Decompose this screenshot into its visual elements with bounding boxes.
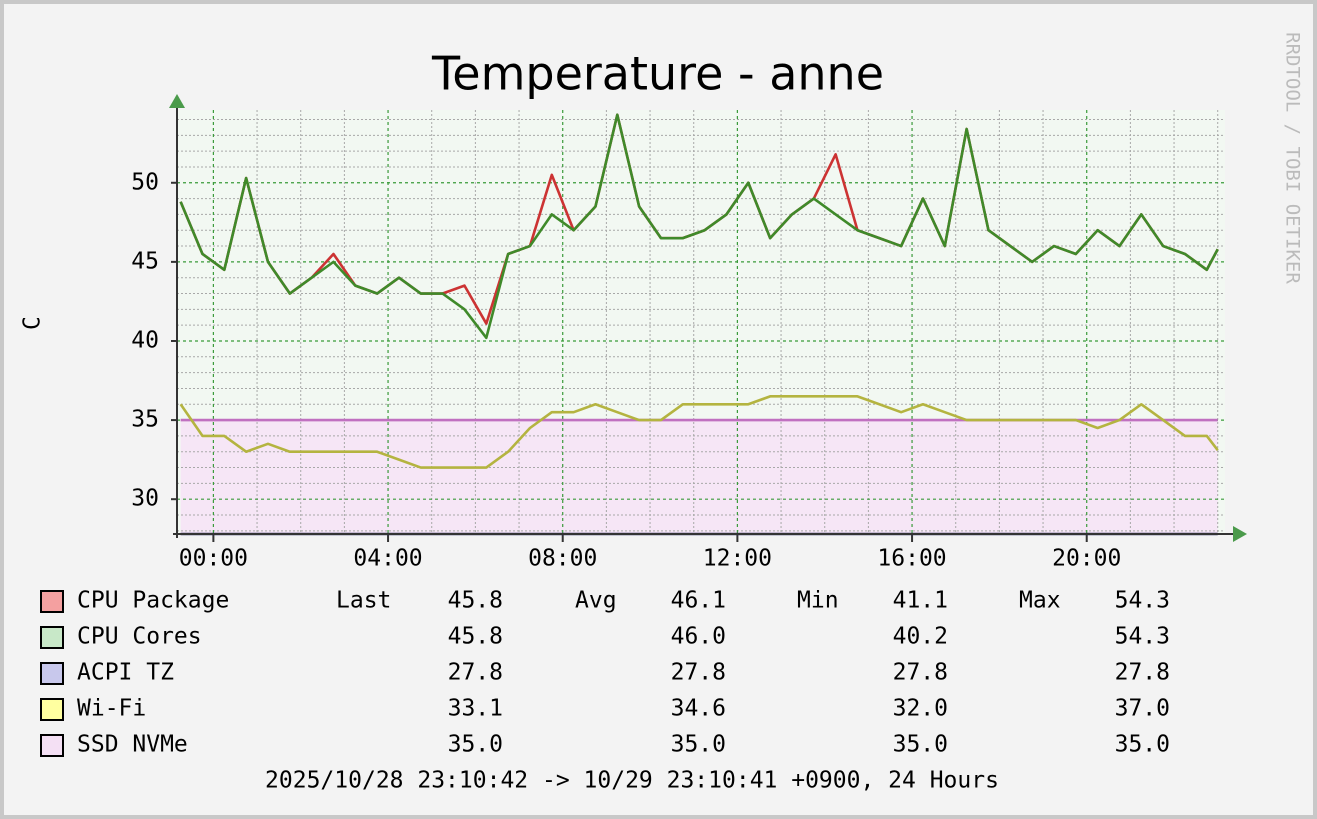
line bbox=[179, 113, 1219, 340]
stat-header: Last bbox=[336, 588, 391, 614]
stat-value: 35.0 bbox=[448, 732, 503, 758]
stat-value: 45.8 bbox=[448, 588, 503, 614]
x-tick-label: 16:00 bbox=[877, 546, 946, 572]
area bbox=[180, 420, 1218, 534]
y-axis-arrow bbox=[169, 94, 185, 108]
stat-value: 27.8 bbox=[893, 660, 948, 686]
stat-value: 33.1 bbox=[448, 696, 503, 722]
stat-value: 37.0 bbox=[1115, 696, 1170, 722]
legend-label: ACPI TZ bbox=[77, 660, 174, 686]
y-tick-label: 40 bbox=[131, 327, 159, 353]
x-axis-arrow bbox=[1233, 526, 1247, 542]
legend-swatch bbox=[40, 698, 64, 721]
x-tick-label: 08:00 bbox=[528, 546, 597, 572]
stat-value: 35.0 bbox=[1115, 732, 1170, 758]
stat-value: 41.1 bbox=[893, 588, 948, 614]
y-tick-label: 30 bbox=[131, 486, 159, 512]
x-tick-label: 04:00 bbox=[353, 546, 422, 572]
x-tick-label: 12:00 bbox=[703, 546, 772, 572]
stat-value: 32.0 bbox=[893, 696, 948, 722]
chart-title: Temperature - anne bbox=[431, 47, 884, 101]
legend-swatch bbox=[40, 626, 64, 649]
y-tick-label: 50 bbox=[131, 169, 159, 195]
y-axis-label: C bbox=[20, 316, 46, 330]
stat-value: 27.8 bbox=[1115, 660, 1170, 686]
stat-header: Min bbox=[797, 588, 839, 614]
stat-value: 27.8 bbox=[671, 660, 726, 686]
line bbox=[179, 395, 1219, 469]
stat-value: 46.1 bbox=[671, 588, 726, 614]
stat-value: 54.3 bbox=[1115, 588, 1170, 614]
stat-value: 54.3 bbox=[1115, 624, 1170, 650]
stat-value: 46.0 bbox=[671, 624, 726, 650]
stat-value: 27.8 bbox=[448, 660, 503, 686]
watermark: RRDTOOL / TOBI OETIKER bbox=[1282, 32, 1304, 284]
stat-value: 35.0 bbox=[893, 732, 948, 758]
stat-value: 34.6 bbox=[671, 696, 726, 722]
legend-label: Wi-Fi bbox=[77, 696, 146, 722]
y-tick-label: 45 bbox=[131, 248, 159, 274]
legend-label: CPU Package bbox=[77, 588, 229, 614]
x-tick-label: 00:00 bbox=[179, 546, 248, 572]
footer: 2025/10/28 23:10:42 -> 10/29 23:10:41 +0… bbox=[265, 768, 999, 794]
legend-swatch bbox=[40, 734, 64, 757]
y-tick-label: 35 bbox=[131, 407, 159, 433]
stat-value: 45.8 bbox=[448, 624, 503, 650]
stat-header: Max bbox=[1019, 588, 1061, 614]
stat-value: 40.2 bbox=[893, 624, 948, 650]
legend-label: SSD NVMe bbox=[77, 732, 188, 758]
legend-swatch bbox=[40, 590, 64, 613]
legend-swatch bbox=[40, 662, 64, 685]
x-tick-label: 20:00 bbox=[1052, 546, 1121, 572]
legend-label: CPU Cores bbox=[77, 624, 202, 650]
stat-header: Avg bbox=[575, 588, 617, 614]
stat-value: 35.0 bbox=[671, 732, 726, 758]
